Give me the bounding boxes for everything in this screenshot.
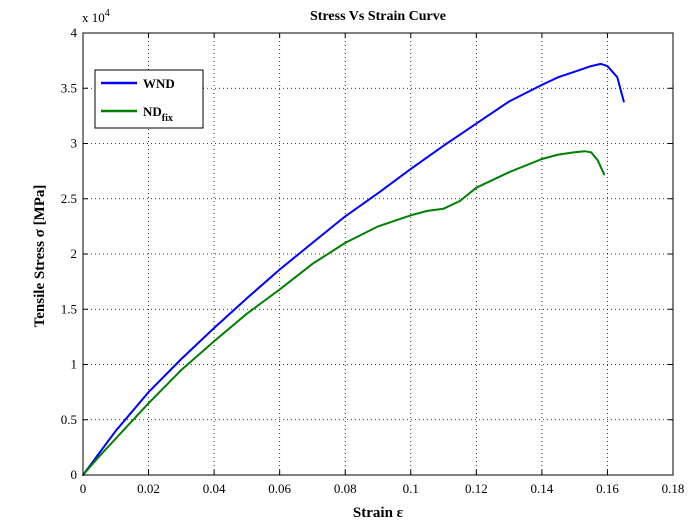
y-tick-label: 3.5 (61, 80, 77, 95)
x-tick-label: 0.12 (465, 481, 488, 496)
series-line-0 (82, 62, 625, 476)
y-tick-label: 4 (71, 25, 78, 40)
x-tick-label: 0.14 (531, 481, 554, 496)
y-tick-label: 2 (71, 246, 78, 261)
axis-ticks: 0 0.02 0.04 0.06 0.08 0.1 0.12 0.14 0.16 0.18 0 0.5… (61, 25, 685, 496)
series-line-1 (82, 150, 606, 476)
x-tick-label: 0.08 (334, 481, 357, 496)
y-tick-label: 1.5 (61, 301, 77, 316)
y-axis-multiplier-base: x 10 (82, 10, 105, 25)
y-tick-label: 0 (71, 467, 78, 482)
legend: WND NDfix (94, 69, 204, 129)
chart-title: Stress Vs Strain Curve (310, 9, 446, 24)
x-tick-label: 0 (80, 481, 87, 496)
x-axis-label: Strain ε (353, 505, 404, 521)
x-tick-label: 0.06 (268, 481, 291, 496)
legend-label-wnd: WND (143, 76, 175, 91)
y-axis-label: Tensile Stress σ [MPa] (32, 185, 48, 328)
x-tick-label: 0.18 (662, 481, 685, 496)
y-tick-label: 2.5 (61, 191, 77, 206)
grid-lines (83, 33, 673, 475)
y-tick-label: 0.5 (61, 412, 77, 427)
y-axis-multiplier-exponent: 4 (105, 8, 110, 19)
x-tick-label: 0.16 (596, 481, 619, 496)
x-tick-label: 0.1 (403, 481, 419, 496)
y-tick-label: 3 (71, 136, 78, 151)
x-tick-label: 0.04 (203, 481, 226, 496)
y-tick-label: 1 (71, 357, 78, 372)
legend-label-ndfix-sub: fix (162, 113, 173, 124)
y-axis-multiplier: x 104 (82, 8, 110, 25)
legend-label-ndfix-main: ND (143, 104, 162, 119)
legend-box (94, 69, 204, 129)
plot-curves (82, 62, 625, 476)
legend-label-ndfix: NDfix (143, 104, 173, 124)
x-tick-label: 0.02 (137, 481, 160, 496)
